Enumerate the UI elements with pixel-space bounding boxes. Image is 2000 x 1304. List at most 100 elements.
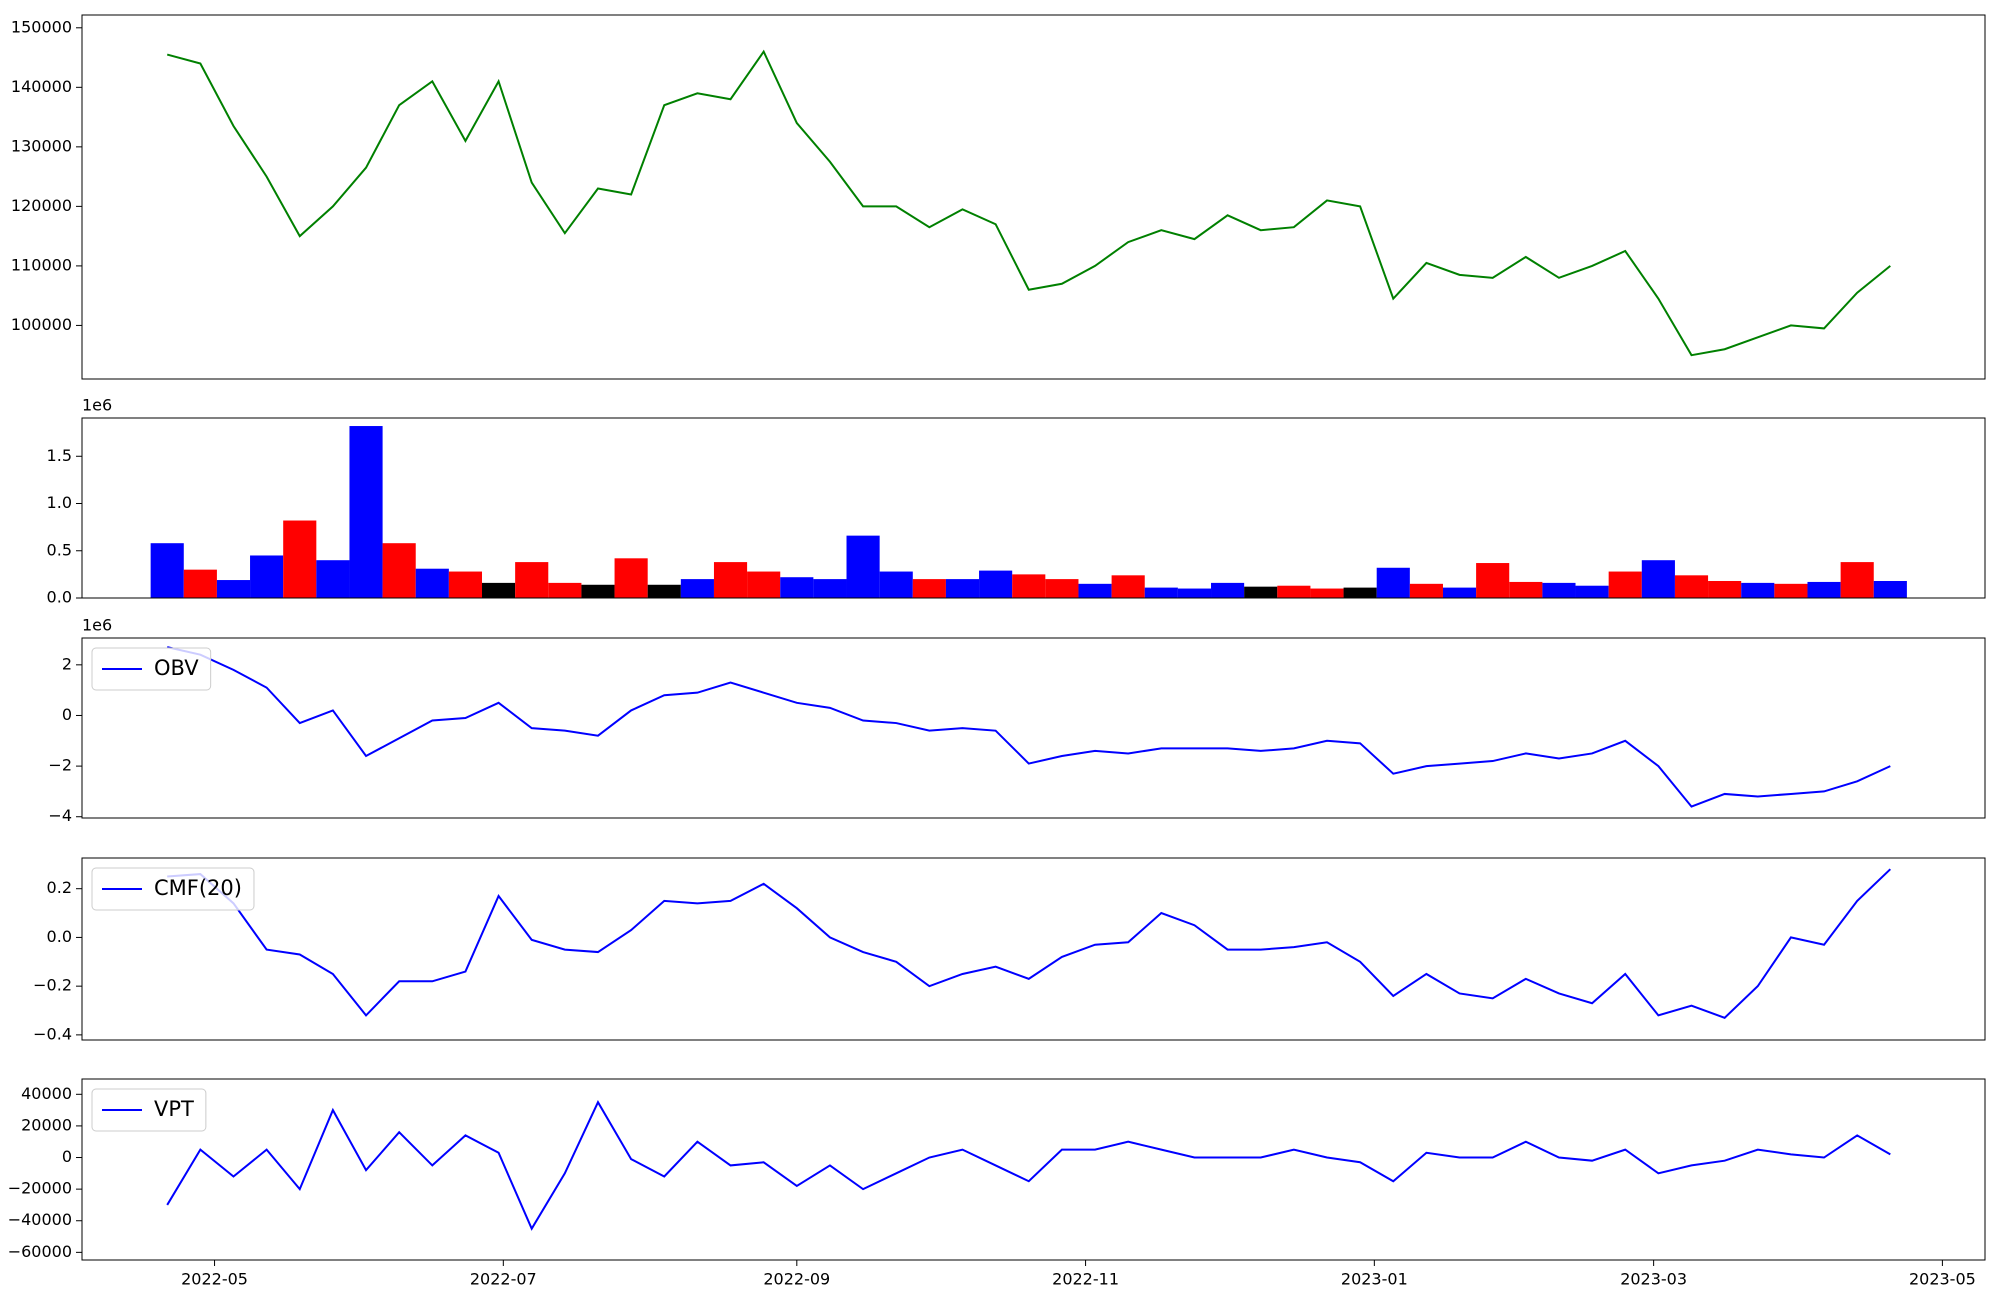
y-tick-label: 130000	[11, 136, 72, 155]
plot-area	[150, 426, 1907, 598]
volume-bar	[482, 582, 516, 598]
volume-bar	[747, 571, 781, 598]
volume-bar	[1575, 585, 1609, 598]
volume-bar	[1674, 575, 1709, 598]
y-tick-label: 1.0	[47, 493, 72, 512]
y-tick-label: 120000	[11, 196, 72, 215]
line	[166, 49, 1891, 357]
y-tick-label: 0.5	[47, 540, 72, 559]
y-tick-label: −2	[48, 756, 72, 775]
legend-box	[91, 647, 212, 691]
line	[166, 1100, 1891, 1231]
volume-bar	[647, 584, 681, 598]
x-tick-label: 2023-01	[1341, 1270, 1408, 1289]
volume-bar	[1277, 585, 1311, 598]
frame	[81, 1078, 1986, 1261]
volume-bar	[216, 580, 251, 598]
volume-bar	[846, 535, 880, 598]
y-tick-label: 1.5	[47, 446, 72, 465]
legend: OBV	[91, 647, 212, 691]
plot-area	[166, 49, 1891, 357]
x-tick-label: 2022-09	[763, 1270, 830, 1289]
volume-bar	[1409, 583, 1443, 598]
frame	[81, 857, 1986, 1041]
x-tick-label: 2023-03	[1620, 1270, 1687, 1289]
x-tick-label: 2023-05	[1909, 1270, 1976, 1289]
volume-bar	[1509, 581, 1543, 598]
volume-bar	[1476, 563, 1510, 598]
volume-bar	[1078, 583, 1112, 598]
legend-box	[91, 1088, 207, 1132]
volume-bar	[150, 543, 184, 598]
x-tick-label: 2022-11	[1052, 1270, 1119, 1289]
volume-bar	[382, 543, 416, 598]
y-tick-label: 0.0	[47, 927, 72, 946]
volume-bar	[614, 558, 648, 598]
offset-label: 1e6	[82, 396, 112, 415]
volume-bar	[1608, 571, 1642, 598]
volume-bar	[1144, 587, 1178, 598]
volume-bar	[1244, 586, 1278, 598]
volume-bar	[548, 582, 582, 598]
volume-bar	[780, 577, 814, 598]
y-tick-label: 2	[62, 654, 72, 673]
plot-area	[166, 646, 1891, 808]
volume-bar	[283, 520, 317, 598]
volume-bar	[250, 555, 284, 598]
line	[166, 646, 1891, 808]
volume-bar	[1708, 580, 1742, 598]
y-tick-label: −4	[48, 806, 72, 825]
y-tick-label: −0.4	[33, 1024, 72, 1043]
panel: −60000 −40000 −20000 0 20000 40000 VPT 2022-05 2…	[8, 1078, 1986, 1289]
y-tick-label: −40000	[8, 1210, 72, 1229]
y-tick-label: 100000	[11, 315, 72, 334]
x-tick-label: 2022-05	[181, 1270, 248, 1289]
volume-bar	[1177, 588, 1212, 598]
volume-bar	[316, 560, 350, 598]
y-tick-label: 0	[62, 705, 72, 724]
y-tick-label: 140000	[11, 77, 72, 96]
legend-label: VPT	[154, 1097, 194, 1121]
volume-bar	[1774, 583, 1808, 598]
volume-bar	[912, 579, 946, 598]
line	[167, 868, 1892, 1019]
offset-label: 1e6	[82, 616, 112, 635]
volume-bar	[1045, 579, 1079, 598]
y-tick-label: −20000	[8, 1179, 72, 1198]
volume-bar	[1741, 582, 1775, 598]
volume-bar	[1442, 587, 1477, 598]
panel: −4 −2 0 2 1e6 OBV	[48, 616, 1986, 825]
volume-bar	[1807, 581, 1841, 598]
volume-bar	[713, 562, 748, 598]
x-tick-label: 2022-07	[470, 1270, 537, 1289]
volume-bar	[813, 579, 847, 598]
panel: −0.4 −0.2 0.0 0.2 CMF(20)	[33, 857, 1986, 1043]
legend-label: CMF(20)	[154, 876, 242, 900]
plot-area	[167, 868, 1892, 1019]
y-tick-label: 0.0	[47, 588, 72, 607]
volume-bar	[1840, 562, 1874, 598]
volume-bar	[680, 579, 714, 598]
volume-bar	[415, 568, 449, 598]
y-tick-label: 0	[62, 1147, 72, 1166]
legend: CMF(20)	[91, 867, 255, 911]
volume-bar	[979, 570, 1013, 598]
volume-bar	[1310, 588, 1344, 598]
volume-bar	[1376, 567, 1410, 598]
volume-bar	[1012, 574, 1046, 598]
volume-bar	[1343, 587, 1377, 598]
volume-bar	[1542, 582, 1576, 598]
volume-bar	[349, 426, 383, 598]
legend-label: OBV	[154, 656, 199, 680]
volume-bar	[183, 569, 217, 598]
y-tick-label: −0.2	[33, 976, 72, 995]
y-tick-label: −60000	[8, 1242, 72, 1261]
volume-bar	[1111, 575, 1145, 598]
y-tick-label: 20000	[21, 1115, 72, 1134]
volume-bar	[515, 562, 549, 598]
y-tick-label: 150000	[11, 17, 72, 36]
volume-bar	[1641, 560, 1675, 598]
volume-bar	[581, 584, 615, 598]
volume-bar	[448, 571, 483, 598]
